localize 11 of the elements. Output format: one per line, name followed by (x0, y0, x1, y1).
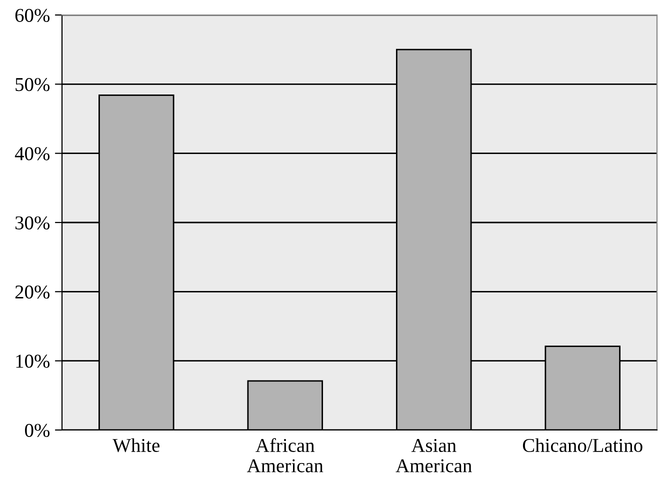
y-tick-label: 50% (16, 78, 50, 92)
y-tick-label: 10% (16, 354, 50, 368)
x-tick-label: African American (246, 438, 324, 472)
y-tick-label: 20% (15, 285, 50, 299)
x-tick-label: Asian American (396, 438, 472, 472)
x-tick-label: White (112, 438, 160, 452)
y-tick-label: 40% (14, 147, 50, 160)
y-tick-label: 30% (15, 216, 50, 230)
x-tick-label: Chicano/Latino (522, 438, 642, 452)
y-tick-label: 60% (15, 8, 50, 22)
y-tick-label: 0% (25, 424, 50, 437)
